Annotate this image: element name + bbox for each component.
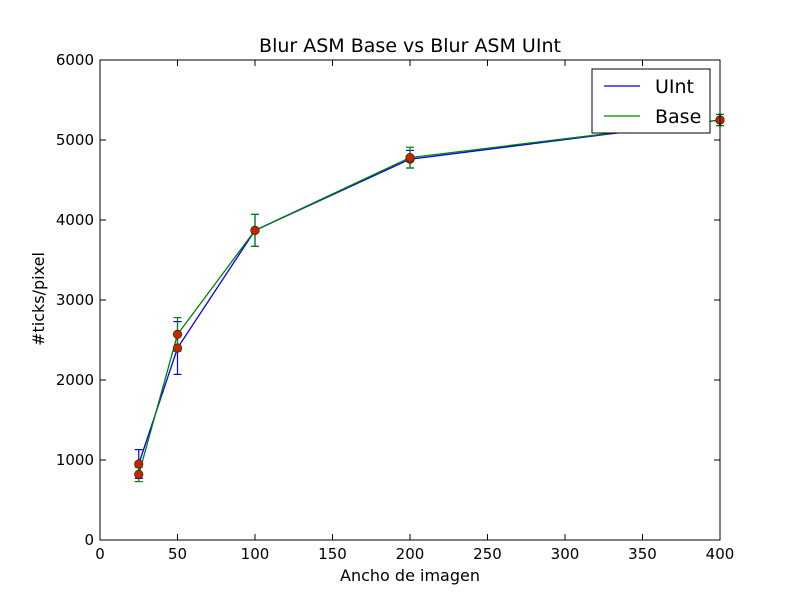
x-tick-label: 400 <box>706 545 735 563</box>
y-tick-label: 0 <box>84 531 94 549</box>
chart-title: Blur ASM Base vs Blur ASM UInt <box>259 35 561 57</box>
y-tick-label: 3000 <box>56 291 94 309</box>
x-tick-label: 250 <box>473 545 502 563</box>
y-tick-label: 2000 <box>56 371 94 389</box>
data-point-uint <box>134 459 144 469</box>
x-axis-title: Ancho de imagen <box>340 566 480 585</box>
x-tick-label: 50 <box>168 545 187 563</box>
y-tick-label: 1000 <box>56 451 94 469</box>
x-tick-label: 350 <box>628 545 657 563</box>
x-tick-label: 300 <box>551 545 580 563</box>
x-tick-label: 100 <box>241 545 270 563</box>
y-tick-label: 5000 <box>56 131 94 149</box>
x-tick-label: 150 <box>318 545 347 563</box>
data-point-base <box>250 225 260 235</box>
plot-area: 0 50 100 150 200 250 300 350 4000100020003000400… <box>56 51 735 563</box>
data-point-base <box>405 153 415 163</box>
legend-label-uint: UInt <box>655 76 694 98</box>
data-point-base <box>134 469 144 479</box>
data-point-uint <box>172 343 183 353</box>
legend: UInt Base <box>591 68 711 134</box>
y-tick-label: 4000 <box>56 211 94 229</box>
data-point-base <box>172 329 183 339</box>
y-tick-label: 6000 <box>56 51 94 69</box>
legend-label-base: Base <box>655 106 701 128</box>
x-tick-label: 200 <box>396 545 425 563</box>
y-axis-title: #ticks/pixel <box>29 252 48 346</box>
x-tick-label: 0 <box>95 545 105 563</box>
legend-box <box>591 68 711 134</box>
